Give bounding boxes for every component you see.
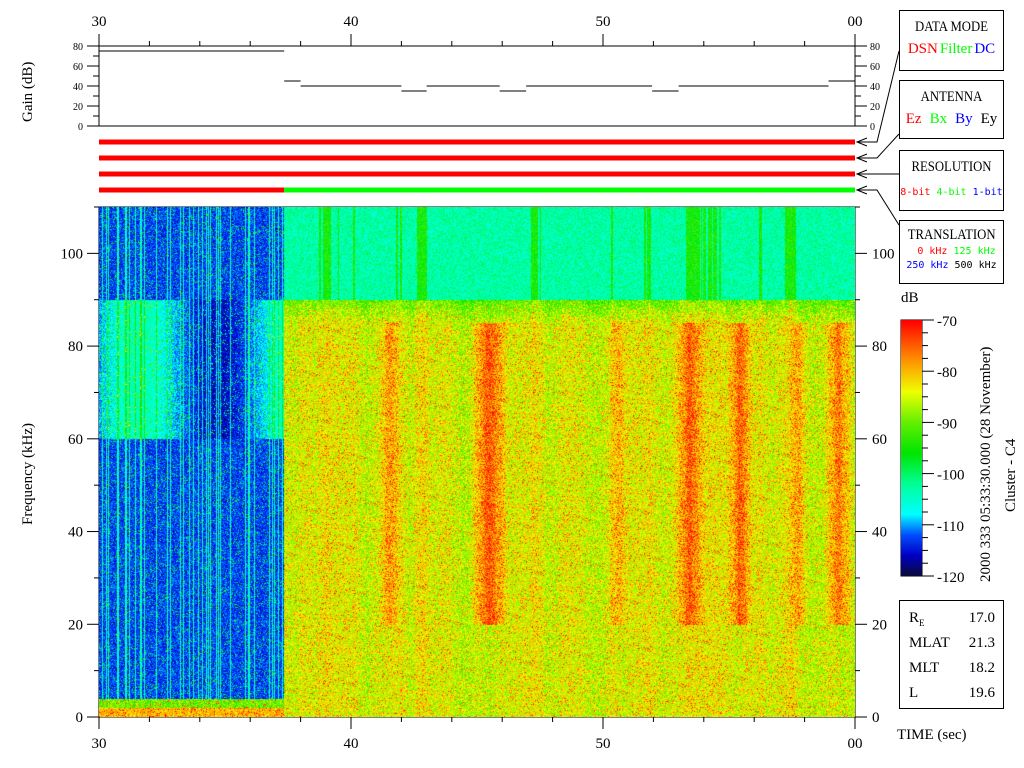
- legend-0khz: 0 kHz: [917, 246, 948, 257]
- gain-tick-label-left: 20: [73, 102, 83, 113]
- colorbar-tick-label: -90: [937, 416, 957, 432]
- status-bar-data_mode: [99, 139, 855, 145]
- legend-bx: Bx: [929, 111, 948, 127]
- orbit-value: 17.0: [968, 610, 995, 626]
- colorbar-tick-label: -100: [937, 468, 965, 484]
- gain-tick-label-left: 80: [73, 42, 83, 53]
- freq-tick-label-left: 100: [61, 246, 84, 262]
- gain-tick-label-left: 40: [73, 82, 83, 93]
- antenna-title: ANTENNA: [920, 89, 983, 105]
- colorbar-tick-label: -80: [937, 365, 957, 381]
- colorbar-label: dB: [901, 290, 919, 306]
- gain-tick-label-right: 20: [870, 102, 880, 113]
- time-tick-label-top: 40: [344, 14, 359, 30]
- legend-ey: Ey: [980, 111, 998, 127]
- orbit-label: R: [909, 610, 920, 626]
- orbit-row-mlat: MLAT 21.3: [900, 631, 1003, 656]
- freq-tick-label-right: 0: [872, 710, 880, 726]
- time-tick-label-top: 50: [596, 14, 611, 30]
- legend-250khz: 250 kHz: [906, 260, 949, 271]
- time-tick-label-bottom: 00: [848, 736, 863, 752]
- legend-dc: DC: [974, 41, 996, 57]
- data-mode-legend: DATA MODE DSN Filter DC: [899, 10, 1004, 71]
- data-mode-title: DATA MODE: [914, 19, 988, 35]
- freq-tick-label-right: 40: [872, 525, 887, 541]
- orbit-value: 18.2: [968, 660, 995, 676]
- legend-4bit: 4-bit: [936, 187, 967, 198]
- caption-date: 2000 333 05:33:30.000 (28 November): [978, 346, 994, 582]
- freq-tick-label-left: 20: [68, 617, 83, 633]
- antenna-legend: ANTENNA Ez Bx By Ey: [899, 80, 1004, 139]
- freq-tick-label-right: 80: [872, 339, 887, 355]
- resolution-legend: RESOLUTION 8-bit 4-bit 1-bit: [899, 150, 1004, 211]
- legend-by: By: [955, 111, 973, 127]
- gain-tick-label-right: 80: [870, 42, 880, 53]
- orbit-label: L: [909, 685, 919, 701]
- translation-legend: TRANSLATION 0 kHz 125 kHz 250 kHz 500 kH…: [899, 220, 1004, 284]
- colorbar-tick-label: -120: [937, 570, 965, 586]
- time-tick-label-bottom: 40: [344, 736, 359, 752]
- gain-tick-label-right: 60: [870, 62, 880, 73]
- legend-filter: Filter: [939, 41, 973, 57]
- freq-tick-label-right: 60: [872, 432, 887, 448]
- legend-1bit: 1-bit: [972, 187, 1003, 198]
- colorbar-tick-label: -110: [937, 519, 964, 535]
- orbit-value: 21.3: [968, 635, 995, 651]
- time-tick-label-bottom: 30: [92, 736, 107, 752]
- legend-500khz: 500 kHz: [954, 260, 997, 271]
- time-tick-label-top: 30: [92, 14, 107, 30]
- gain-tick-label-right: 0: [870, 122, 875, 133]
- frequency-axis-label: Frequency (kHz): [20, 422, 36, 525]
- legend-125khz: 125 kHz: [953, 246, 996, 257]
- orbit-label: MLT: [909, 660, 940, 676]
- gain-tick-label-left: 0: [78, 122, 83, 133]
- time-axis-label: TIME (sec): [897, 727, 967, 743]
- status-connector-line: [857, 133, 900, 159]
- gain-axis-label: Gain (dB): [20, 61, 36, 122]
- gain-tick-label-right: 40: [870, 82, 880, 93]
- colorbar-tick-label: -70: [937, 314, 957, 330]
- legend-dsn: DSN: [907, 41, 938, 57]
- status-bar-antenna: [99, 155, 855, 161]
- status-bar-translation: [99, 187, 285, 193]
- spectrogram-heatmap: [99, 207, 855, 717]
- status-connector-line: [857, 50, 900, 143]
- orbit-value: 19.6: [968, 685, 995, 701]
- orbit-row-re: RE 17.0: [900, 606, 1003, 631]
- freq-tick-label-left: 60: [68, 432, 83, 448]
- orbit-info-box: RE 17.0 MLAT 21.3 MLT 18.2 L 19.6: [899, 600, 1004, 709]
- status-connector-line: [857, 189, 900, 226]
- freq-tick-label-left: 0: [76, 710, 84, 726]
- freq-tick-label-left: 40: [68, 525, 83, 541]
- orbit-row-mlt: MLT 18.2: [900, 656, 1003, 681]
- time-tick-label-top: 00: [848, 14, 863, 30]
- caption-spacecraft: Cluster - C4: [1003, 438, 1019, 512]
- status-bar-translation: [284, 187, 856, 193]
- translation-title: TRANSLATION: [907, 227, 996, 243]
- orbit-label: MLAT: [909, 635, 950, 651]
- freq-tick-label-right: 20: [872, 617, 887, 633]
- orbit-row-l: L 19.6: [900, 681, 1003, 706]
- resolution-title: RESOLUTION: [911, 159, 992, 175]
- orbit-label-sub: E: [919, 618, 925, 628]
- legend-8bit: 8-bit: [900, 187, 931, 198]
- colorbar: [901, 320, 922, 576]
- freq-tick-label-left: 80: [68, 339, 83, 355]
- time-tick-label-bottom: 50: [596, 736, 611, 752]
- status-bar-resolution: [99, 171, 855, 177]
- gain-tick-label-left: 60: [73, 62, 83, 73]
- legend-ez: Ez: [905, 111, 922, 127]
- freq-tick-label-right: 100: [872, 246, 895, 262]
